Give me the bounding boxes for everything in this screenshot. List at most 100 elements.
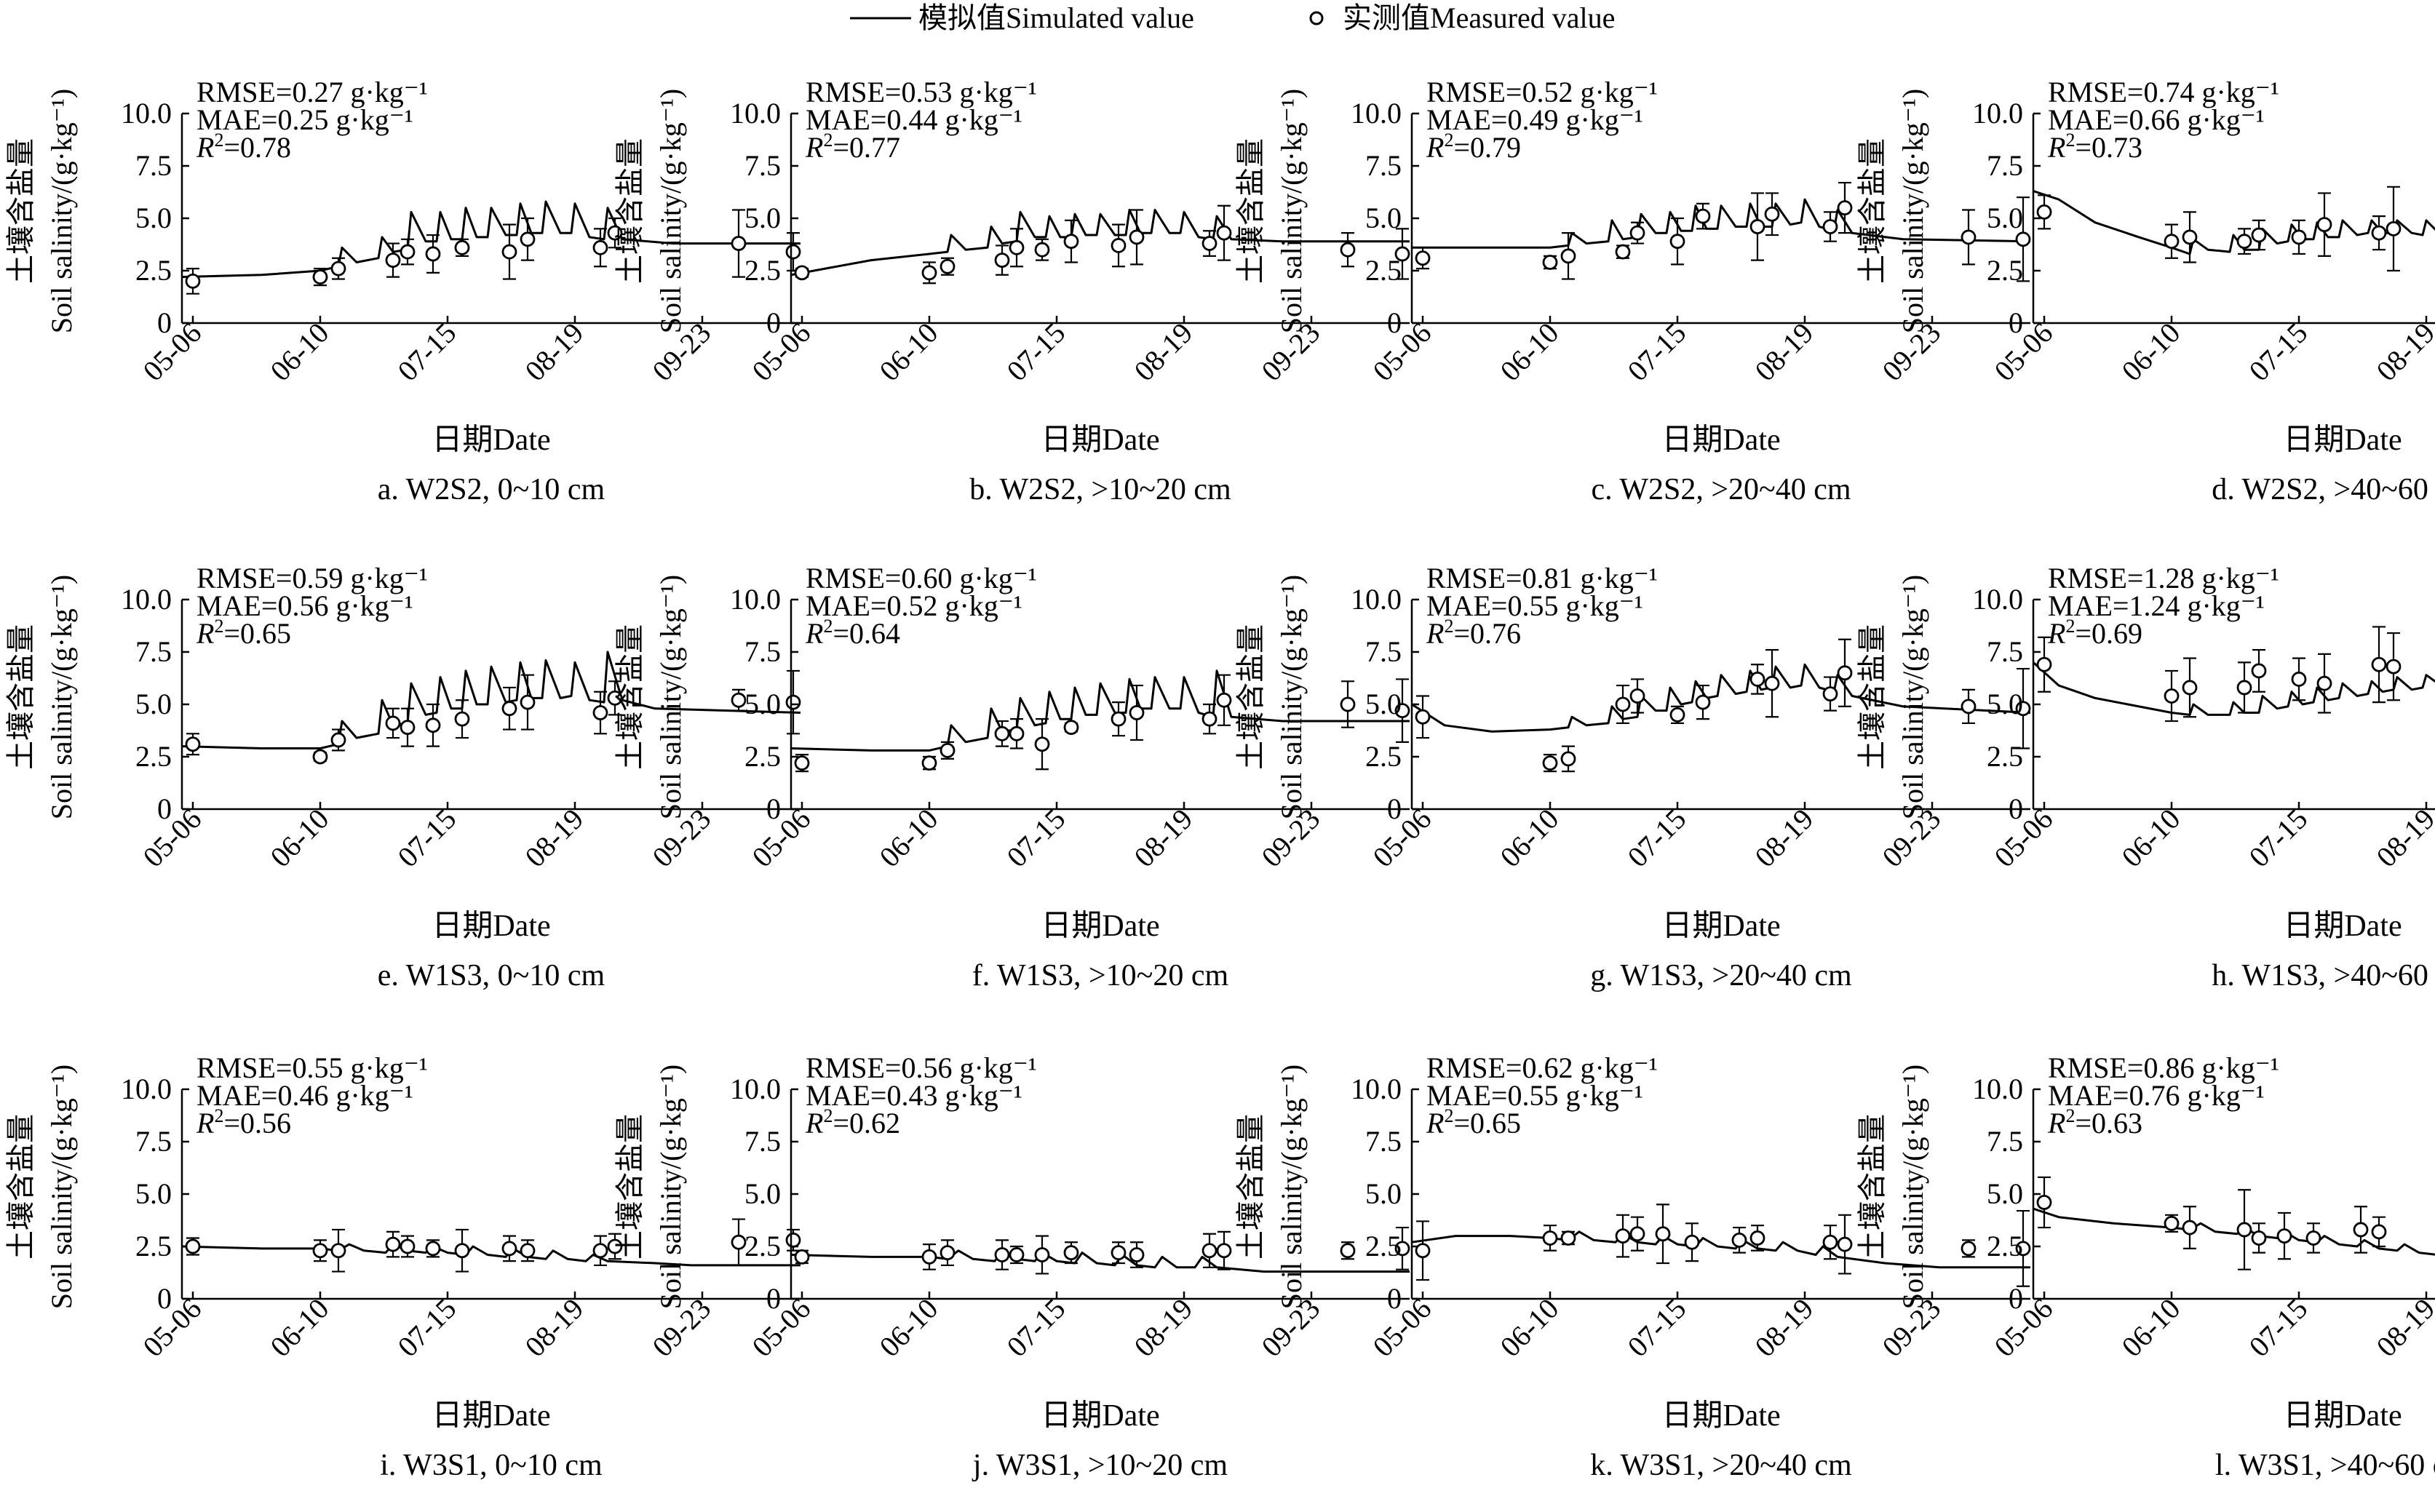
- panel-caption: e. W1S3, 0~10 cm: [378, 959, 605, 992]
- x-tick-label: 08-19: [1749, 317, 1820, 388]
- x-tick-label: 05-06: [1367, 1292, 1438, 1364]
- measured-marker: [1034, 1247, 1050, 1262]
- y-tick-label: 10.0: [121, 583, 172, 616]
- measured-point: [607, 1233, 623, 1260]
- r2-value: 0.78: [240, 131, 291, 164]
- measured-marker: [1961, 229, 1977, 245]
- measured-marker: [2182, 1219, 2198, 1236]
- y-tick-label: 2.5: [1987, 740, 2023, 773]
- rmse-label: RMSE=0.53 g·kg⁻¹: [806, 76, 1037, 108]
- measured-point: [1542, 754, 1558, 773]
- measured-point: [2291, 219, 2307, 255]
- measured-point: [940, 1239, 956, 1267]
- measured-marker: [1837, 665, 1853, 681]
- y-tick-label: 5.0: [1365, 1177, 1402, 1210]
- measured-marker: [2305, 1230, 2321, 1246]
- x-tick-label: 08-19: [2370, 317, 2435, 388]
- measured-marker: [185, 736, 201, 752]
- x-tick-label: 06-10: [264, 803, 335, 874]
- x-tick-label: 08-19: [519, 1292, 590, 1364]
- measured-point: [2316, 653, 2332, 714]
- x-tick-label: 07-15: [2243, 1292, 2314, 1364]
- y-tick-label: 2.5: [135, 740, 172, 773]
- x-axis-label: 日期Date: [1661, 1399, 1780, 1433]
- measured-point: [2164, 223, 2180, 259]
- measured-marker: [312, 749, 328, 765]
- measured-marker: [312, 269, 328, 285]
- measured-marker: [1542, 1230, 1558, 1246]
- measured-point: [1111, 223, 1127, 268]
- rmse-label: RMSE=0.55 g·kg⁻¹: [196, 1051, 428, 1084]
- measured-marker: [385, 715, 401, 731]
- x-tick-label: 05-06: [1988, 317, 2059, 388]
- measured-marker: [501, 701, 517, 717]
- measured-marker: [1615, 244, 1631, 260]
- mae-label: MAE=0.76 g·kg⁻¹: [2048, 1079, 2265, 1112]
- y-tick-label: 0: [2009, 792, 2023, 825]
- measured-point: [2182, 211, 2198, 263]
- x-tick-label: 06-10: [873, 803, 945, 874]
- y-tick-label: 2.5: [744, 1230, 781, 1262]
- measured-marker: [731, 236, 747, 251]
- measured-point: [2036, 636, 2052, 693]
- measured-point: [1216, 674, 1232, 726]
- measured-marker: [400, 720, 416, 736]
- y-axis-label-en: Soil salinity/(g·kg⁻¹): [1896, 575, 1929, 819]
- measured-point: [731, 688, 747, 712]
- y-tick-label: 0: [2009, 306, 2023, 339]
- measured-marker: [1837, 200, 1853, 216]
- measured-marker: [2036, 656, 2052, 672]
- x-axis-label: 日期Date: [1661, 910, 1780, 943]
- measured-marker: [2276, 1228, 2292, 1244]
- x-tick-label: 05-06: [137, 317, 208, 388]
- legend-simulated-label: 模拟值Simulated value: [918, 1, 1194, 34]
- measured-marker: [2164, 1215, 2180, 1231]
- measured-point: [2036, 194, 2052, 230]
- measured-marker: [2251, 1230, 2267, 1246]
- y-tick-label: 5.0: [135, 202, 172, 234]
- measured-point: [385, 242, 401, 278]
- x-tick-label: 08-19: [2370, 803, 2435, 874]
- r2-label: R2=0.69: [2047, 616, 2142, 650]
- measured-point: [185, 733, 201, 756]
- r2-label: R2=0.79: [1426, 130, 1521, 164]
- x-tick-label: 08-19: [1749, 1292, 1820, 1364]
- panel-caption: b. W2S2, >10~20 cm: [969, 473, 1231, 506]
- r2-label: R2=0.56: [196, 1105, 291, 1139]
- y-axis-label-cn: 土壤含盐量: [1856, 1114, 1888, 1260]
- measured-point: [1695, 684, 1711, 720]
- measured-marker: [330, 732, 346, 748]
- measured-marker: [454, 1243, 470, 1259]
- measured-point: [1063, 1241, 1079, 1265]
- measured-marker: [520, 231, 536, 247]
- measured-point: [1415, 695, 1431, 739]
- x-tick-label: 07-15: [1001, 1292, 1072, 1364]
- measured-marker: [2291, 229, 2307, 245]
- measured-point: [1560, 232, 1576, 280]
- measured-point: [794, 1249, 810, 1265]
- y-tick-label: 7.5: [135, 1125, 172, 1158]
- x-tick-label: 05-06: [1367, 317, 1438, 388]
- x-axis-label: 日期Date: [2283, 1399, 2402, 1433]
- measured-marker: [1111, 1245, 1127, 1261]
- mae-label: MAE=1.24 g·kg⁻¹: [2048, 589, 2265, 622]
- mae-label: MAE=0.52 g·kg⁻¹: [806, 589, 1022, 622]
- measured-marker: [1695, 694, 1711, 710]
- measured-marker: [2015, 231, 2031, 247]
- measured-point: [1749, 664, 1765, 695]
- y-tick-label: 0: [1387, 306, 1402, 339]
- measured-point: [1560, 745, 1576, 773]
- measured-marker: [785, 694, 801, 710]
- measured-marker: [1216, 1243, 1232, 1259]
- x-tick-label: 07-15: [1621, 803, 1693, 874]
- measured-marker: [1822, 1234, 1838, 1250]
- measured-marker: [2251, 227, 2267, 243]
- measured-point: [1669, 217, 1685, 266]
- measured-marker: [2164, 234, 2180, 250]
- y-tick-label: 2.5: [1365, 740, 1402, 773]
- r2-value: 0.63: [2092, 1107, 2142, 1139]
- x-tick-label: 06-10: [1494, 1292, 1565, 1364]
- measured-marker: [592, 705, 608, 720]
- measured-point: [1560, 1230, 1576, 1246]
